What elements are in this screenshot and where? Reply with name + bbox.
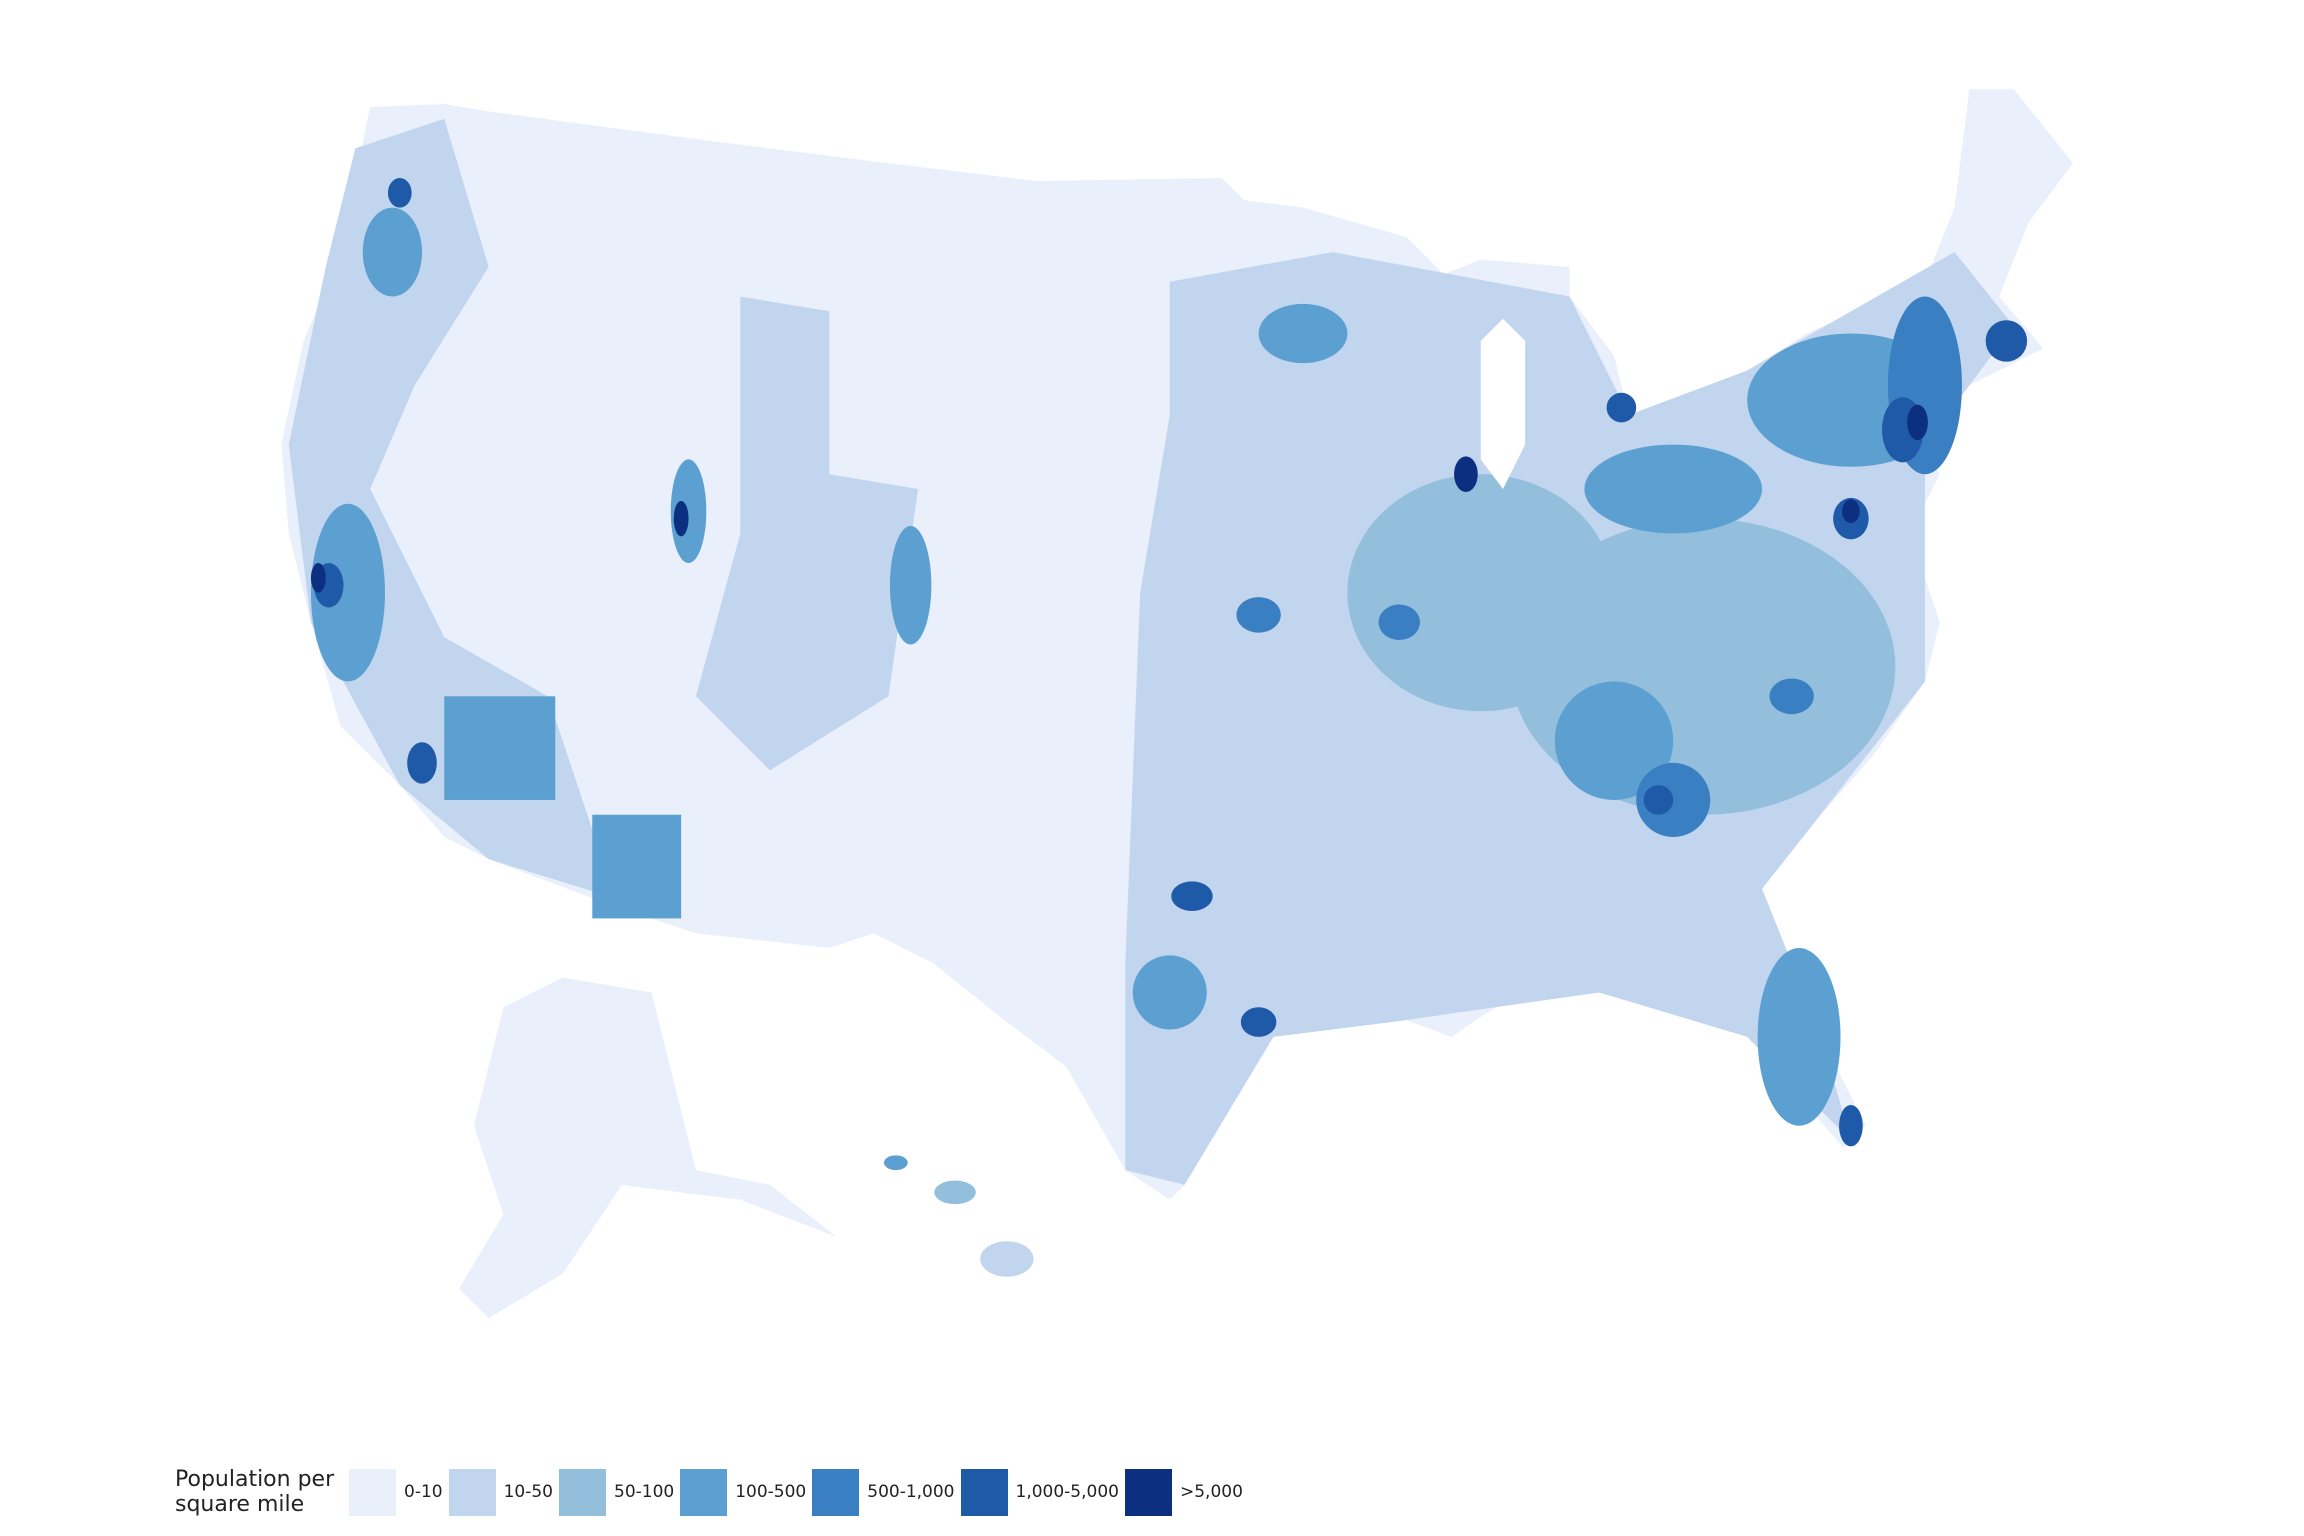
- map: [281, 89, 2074, 1319]
- county-region: [1554, 681, 1674, 800]
- legend-title: Population per square mile: [175, 1467, 335, 1517]
- county-region: [1454, 456, 1478, 492]
- county-region: [889, 526, 932, 645]
- legend: Population per square mile 0-10 10-50 50-1…: [175, 1467, 1249, 1517]
- county-region: [1757, 948, 1841, 1126]
- map-shapes: [281, 89, 2074, 1319]
- county-region: [1907, 404, 1928, 441]
- legend-swatch: [1124, 1468, 1172, 1516]
- legend-swatch: [349, 1468, 396, 1516]
- county-region: [310, 563, 326, 593]
- county-region: [934, 1180, 976, 1205]
- county-region: [673, 500, 689, 537]
- county-region: [670, 459, 707, 564]
- legend-item: 500-1,000: [812, 1468, 955, 1516]
- legend-label: 50-100: [614, 1482, 675, 1502]
- county-region: [1842, 499, 1860, 524]
- county-region: [459, 977, 837, 1319]
- legend-swatch: [448, 1468, 496, 1516]
- county-region: [1839, 1104, 1863, 1147]
- county-region: [1240, 1007, 1277, 1037]
- legend-item: 10-50: [448, 1468, 553, 1516]
- county-region: [1258, 303, 1348, 364]
- county-region: [1132, 955, 1207, 1030]
- county-region: [1236, 597, 1281, 633]
- legend-item: >5,000: [1124, 1468, 1243, 1516]
- county-region: [1378, 604, 1421, 641]
- lake-michigan: [1480, 318, 1526, 489]
- legend-label: 10-50: [503, 1482, 553, 1502]
- county-region: [883, 1155, 908, 1171]
- county-region: [1171, 881, 1213, 912]
- legend-swatch: [559, 1468, 606, 1516]
- legend-swatch: [680, 1468, 728, 1516]
- legend-item: 1,000-5,000: [960, 1468, 1119, 1516]
- county-region: [1606, 392, 1637, 423]
- legend-item: 50-100: [559, 1468, 675, 1516]
- legend-label: 1,000-5,000: [1015, 1482, 1119, 1502]
- county-region: [288, 118, 682, 919]
- county-region: [444, 696, 556, 800]
- legend-item: 0-10: [349, 1468, 443, 1516]
- legend-label: >5,000: [1179, 1482, 1243, 1502]
- legend-swatch: [960, 1468, 1008, 1516]
- county-region: [1347, 474, 1614, 712]
- legend-label: 500-1,000: [867, 1482, 955, 1502]
- legend-label: 0-10: [404, 1482, 443, 1502]
- county-region: [362, 207, 423, 297]
- county-region: [1985, 320, 2028, 362]
- legend-label: 100-500: [735, 1482, 807, 1502]
- county-region: [695, 296, 919, 771]
- legend-item: 100-500: [680, 1468, 807, 1516]
- county-region: [407, 742, 437, 784]
- county-region: [387, 178, 412, 208]
- county-region: [592, 814, 682, 919]
- county-region: [310, 503, 385, 682]
- county-region: [1769, 678, 1814, 715]
- county-region: [1643, 785, 1674, 815]
- legend-swatch: [812, 1468, 860, 1516]
- county-region: [1584, 444, 1763, 534]
- county-region: [980, 1241, 1034, 1277]
